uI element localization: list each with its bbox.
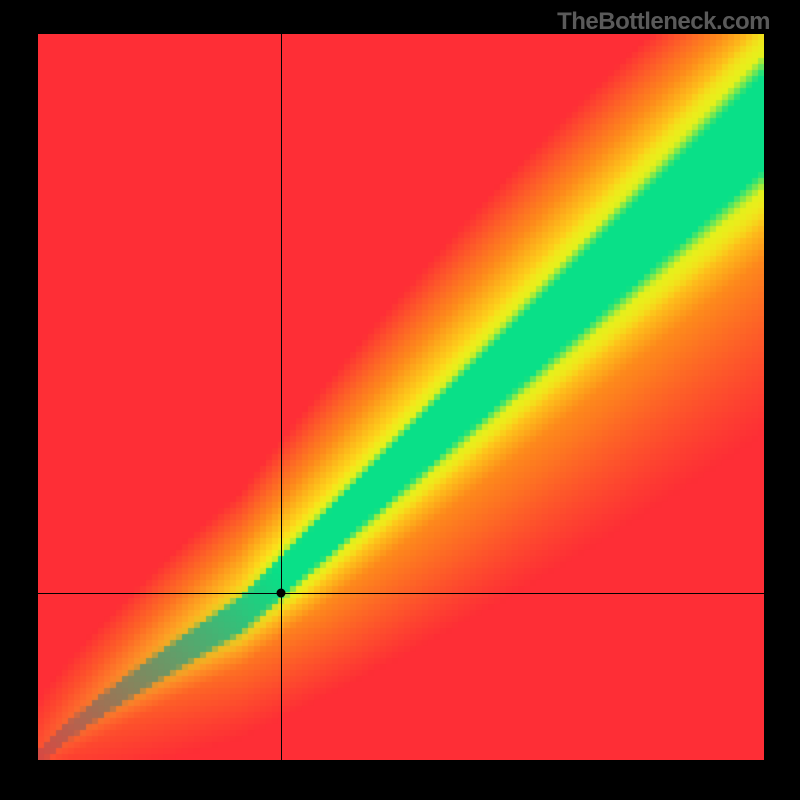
crosshair-marker xyxy=(277,589,286,598)
source-watermark: TheBottleneck.com xyxy=(557,8,770,36)
crosshair-horizontal xyxy=(38,593,764,594)
heatmap-canvas xyxy=(38,34,764,760)
crosshair-vertical xyxy=(281,34,282,760)
chart-container: TheBottleneck.com xyxy=(0,0,800,800)
plot-area xyxy=(38,34,764,760)
